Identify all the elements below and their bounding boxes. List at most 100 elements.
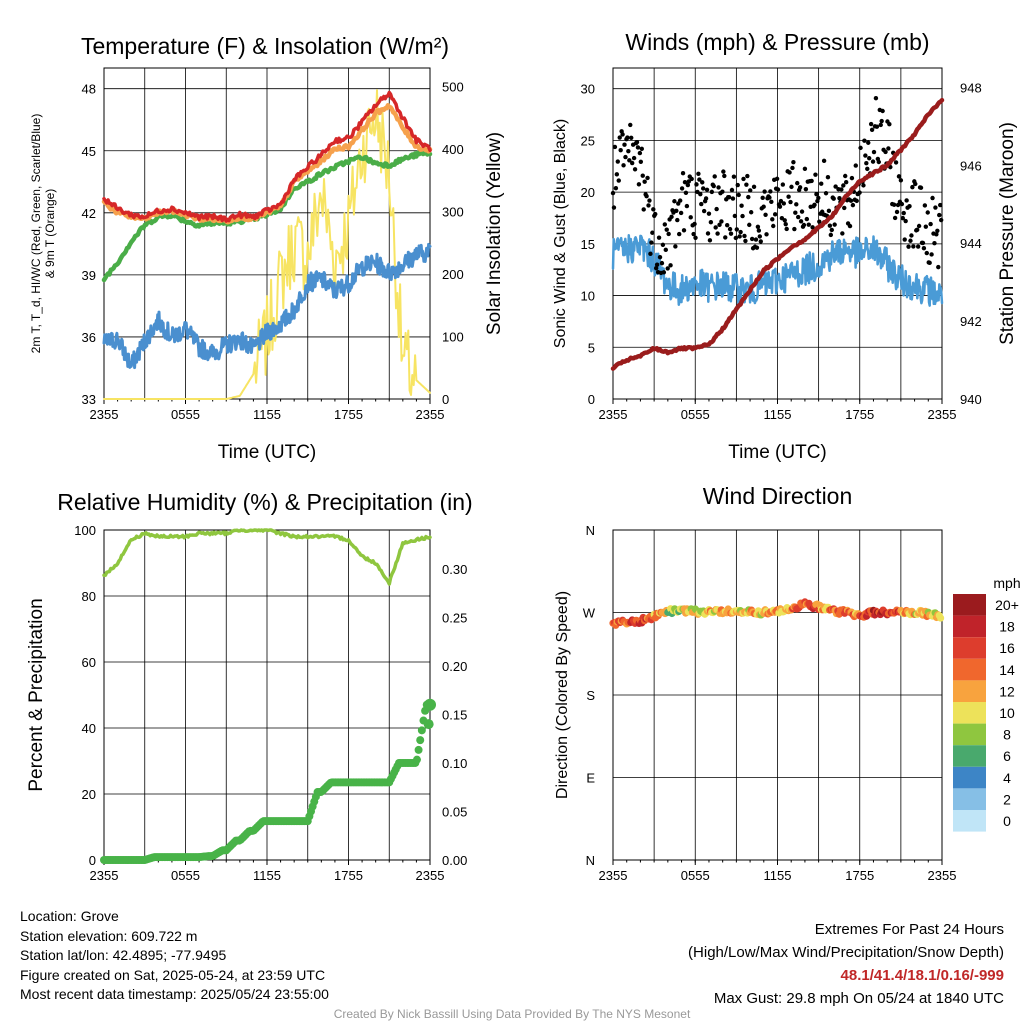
gust-point <box>848 198 854 203</box>
precip-point <box>417 726 426 735</box>
gust-point <box>761 204 766 209</box>
gust-point <box>895 202 901 208</box>
legend-swatch <box>953 680 986 702</box>
gust-point <box>795 214 801 220</box>
gust-point <box>915 244 921 249</box>
gust-point <box>812 202 817 208</box>
gust-point <box>625 135 630 140</box>
x-axis-label: Time (UTC) <box>728 442 827 463</box>
gust-point <box>910 184 915 190</box>
y-tick-label: 5 <box>588 340 595 355</box>
gust-point <box>721 169 726 174</box>
legend-swatch <box>953 788 986 810</box>
legend-swatch <box>953 637 986 659</box>
gust-point <box>755 224 761 229</box>
gust-point <box>629 135 634 141</box>
gust-point <box>794 202 799 207</box>
y2-tick-label: 0.00 <box>442 853 467 868</box>
y-axis-label: Direction (Colored By Speed) <box>554 591 571 799</box>
gust-point <box>899 201 905 207</box>
gust-point <box>784 226 789 232</box>
chart-title: Relative Humidity (%) & Precipitation (i… <box>57 489 472 515</box>
gust-point <box>641 207 646 212</box>
gust-point <box>825 175 831 180</box>
gust-point <box>777 204 783 209</box>
station-elevation: Station elevation: 609.722 m <box>20 927 198 944</box>
gust-point <box>645 175 650 181</box>
gust-point <box>634 139 640 145</box>
y2-tick-label: 100 <box>442 330 464 345</box>
chart-title: Temperature (F) & Insolation (W/m²) <box>81 33 449 59</box>
gust-point <box>853 163 858 168</box>
gust-point <box>787 170 792 175</box>
gust-point <box>700 180 705 185</box>
gust-point <box>767 195 772 200</box>
legend-label: 18 <box>999 619 1015 635</box>
gust-point <box>703 196 709 201</box>
gust-point <box>666 231 671 237</box>
gust-point <box>790 165 795 171</box>
y-tick-label: 40 <box>82 721 96 736</box>
gust-point <box>843 173 848 179</box>
x-tick-label: 1755 <box>845 868 874 883</box>
gust-point <box>868 121 874 127</box>
max-gust: Max Gust: 29.8 mph On 05/24 at 1840 UTC <box>713 990 1004 1007</box>
series-wind-line <box>611 233 944 307</box>
gust-point <box>745 173 750 179</box>
gust-point <box>622 142 627 147</box>
gust-point <box>933 205 938 210</box>
gust-point <box>719 219 724 224</box>
y-tick-label: 39 <box>82 268 96 283</box>
gust-point <box>804 216 810 222</box>
gust-point <box>757 234 763 239</box>
gust-point <box>894 209 900 215</box>
gust-point <box>735 182 740 188</box>
gust-point <box>769 199 774 205</box>
gust-point <box>709 189 715 195</box>
gust-point <box>627 158 632 163</box>
gust-point <box>870 159 876 164</box>
precip-point <box>414 745 423 754</box>
gust-point <box>699 201 704 207</box>
legend-swatch <box>953 745 986 767</box>
y2-axis-label: Station Pressure (Maroon) <box>997 122 1018 345</box>
gust-point <box>679 186 685 191</box>
gust-point <box>774 176 780 181</box>
gust-point <box>680 170 686 176</box>
x-tick-label: 0555 <box>171 868 200 883</box>
gust-point <box>743 238 748 244</box>
legend-swatch <box>953 766 986 789</box>
legend-label: 4 <box>1003 770 1011 786</box>
y2-tick-label: 400 <box>442 142 464 157</box>
y2-tick-label: 944 <box>960 236 982 251</box>
y-tick-label: 0 <box>89 853 96 868</box>
gust-point <box>615 159 620 164</box>
gust-point <box>893 160 899 165</box>
gust-point <box>762 189 767 194</box>
gust-point <box>626 148 631 154</box>
y-tick-label: 30 <box>581 82 595 97</box>
gust-point <box>865 166 870 172</box>
y-tick-label: 20 <box>581 185 595 200</box>
gust-point <box>854 198 859 204</box>
gust-point <box>623 154 628 160</box>
gust-point <box>722 173 727 179</box>
gust-point <box>631 155 637 161</box>
y-tick-label: 36 <box>82 330 96 345</box>
gust-point <box>724 223 730 228</box>
gust-point <box>692 221 697 227</box>
gust-point <box>793 210 798 215</box>
precip-point <box>412 755 421 764</box>
gust-point <box>706 211 712 216</box>
gust-point <box>733 235 739 241</box>
gust-point <box>921 246 927 251</box>
station-info: Location: Grove Station elevation: 609.7… <box>20 907 329 1005</box>
legend-label: 6 <box>1003 748 1011 764</box>
x-tick-label: 2355 <box>599 868 628 883</box>
gust-point <box>936 264 941 270</box>
gust-point <box>621 163 626 168</box>
y2-tick-label: 0.15 <box>442 707 467 722</box>
gust-point <box>831 196 836 201</box>
y2-tick-label: 500 <box>442 80 464 95</box>
gust-point <box>809 178 814 184</box>
